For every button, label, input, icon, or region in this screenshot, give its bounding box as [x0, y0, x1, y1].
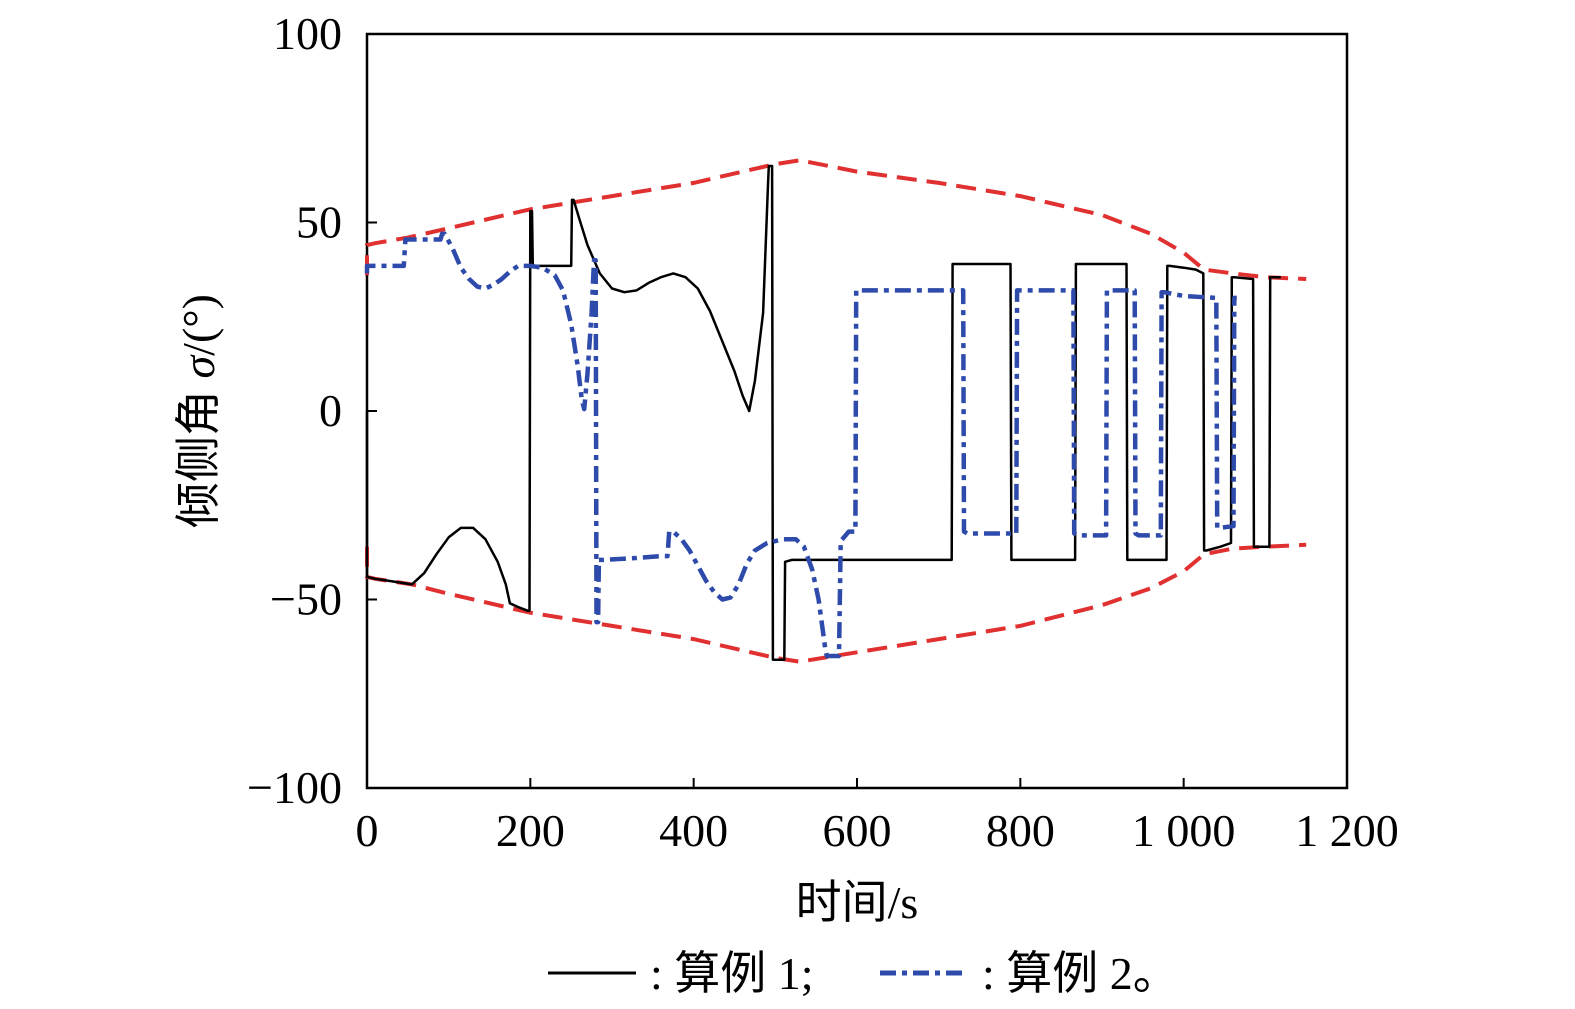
x-tick-label: 800 [986, 805, 1055, 856]
x-axis-label: 时间/s [796, 877, 919, 928]
x-tick-label: 0 [356, 805, 379, 856]
y-tick-label: 0 [319, 385, 342, 436]
y-axis-ticks: −100 −50 0 50 100 [247, 8, 377, 813]
legend: : 算例 1; : 算例 2。 [548, 948, 1179, 999]
x-axis-ticks: 0 200 400 600 800 1 000 1 200 [356, 778, 1399, 856]
y-tick-label: −50 [270, 574, 342, 625]
legend-label-case1: : 算例 1; [650, 948, 814, 999]
y-tick-label: −100 [247, 762, 342, 813]
envelope-lower-line [365, 542, 1307, 664]
series-lines [364, 164, 1281, 662]
y-tick-label: 100 [273, 8, 342, 59]
x-tick-label: 200 [496, 805, 565, 856]
y-tick-label: 50 [296, 197, 342, 248]
x-tick-label: 1 000 [1132, 805, 1236, 856]
x-tick-label: 400 [659, 805, 728, 856]
legend-label-case2: : 算例 2。 [982, 948, 1179, 999]
x-tick-label: 600 [823, 805, 892, 856]
y-axis-label: 倾侧角 σ/(°) [173, 294, 224, 528]
series-line-case1 [365, 164, 1281, 662]
envelope-upper-line [365, 158, 1307, 281]
x-tick-label: 1 200 [1295, 805, 1399, 856]
series-line-case2 [364, 231, 1237, 659]
envelope-lines [365, 158, 1307, 664]
